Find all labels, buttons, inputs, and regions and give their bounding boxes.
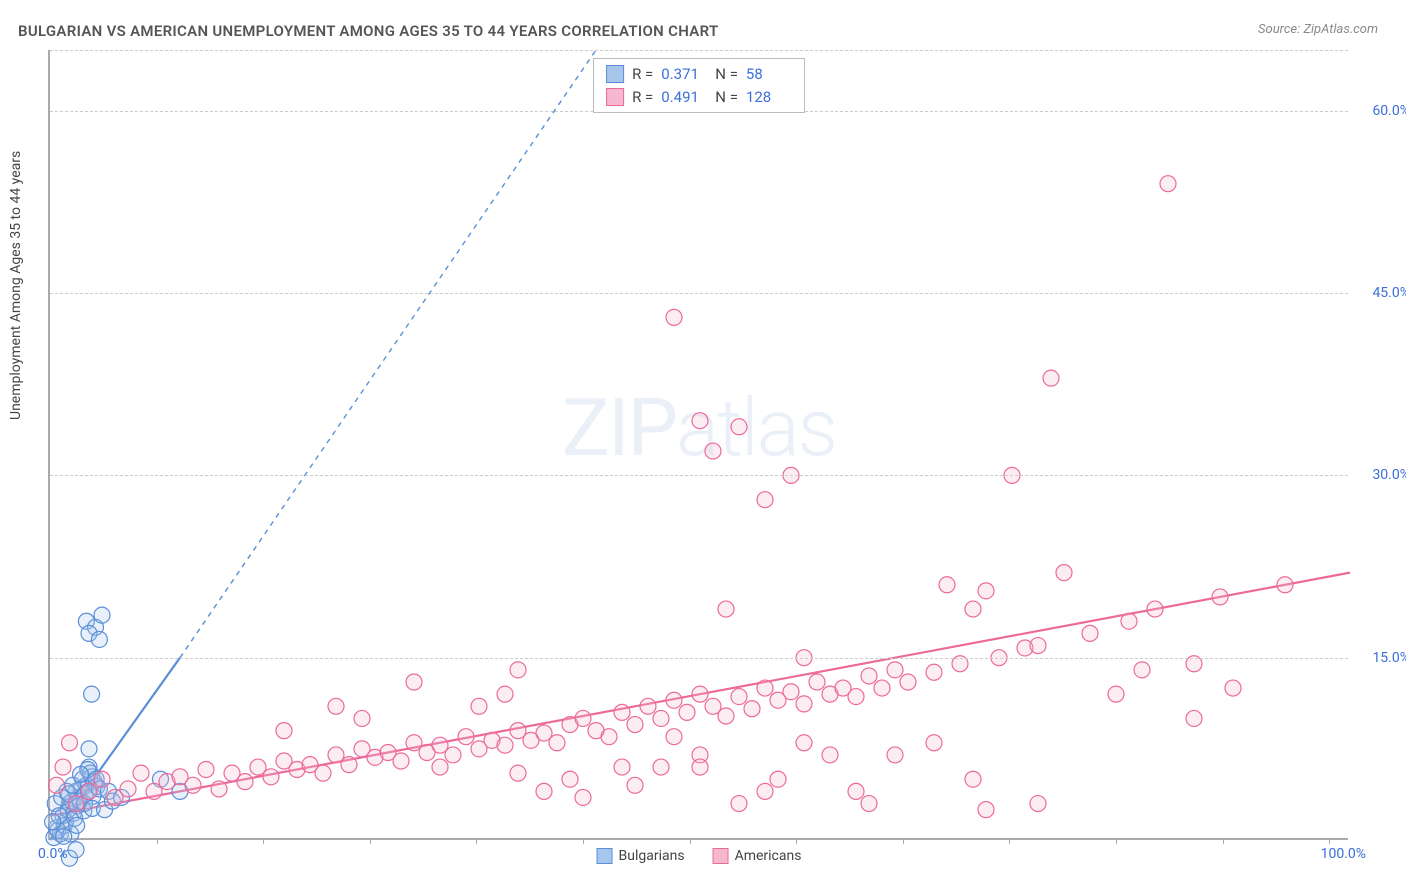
n-value-1: 128 <box>746 86 792 109</box>
r-value-0: 0.371 <box>661 63 707 86</box>
x-tick-mark <box>1009 838 1010 844</box>
x-tick-mark <box>690 838 691 844</box>
x-tick-mark <box>1329 838 1330 844</box>
x-tick-mark <box>1116 838 1117 844</box>
n-label-1: N = <box>715 86 738 109</box>
x-tick-mark <box>263 838 264 844</box>
legend-label-bulgarians: Bulgarians <box>619 848 685 864</box>
y-tick-label: 15.0% <box>1372 650 1406 666</box>
series-legend: Bulgarians Americans <box>597 848 802 864</box>
correlation-legend: R = 0.371 N = 58 R = 0.491 N = 128 <box>593 58 805 113</box>
n-label-0: N = <box>715 63 738 86</box>
x-tick-mark <box>903 838 904 844</box>
legend-item-americans: Americans <box>713 848 802 864</box>
plot-area: ZIPatlas R = 0.371 N = 58 R = 0.491 N = … <box>48 50 1348 840</box>
legend-row-bulgarians: R = 0.371 N = 58 <box>606 63 792 86</box>
y-tick-label: 45.0% <box>1372 285 1406 301</box>
r-label-1: R = <box>632 86 653 109</box>
gridline <box>50 293 1348 294</box>
swatch-americans <box>606 88 624 106</box>
legend-swatch-bulgarians <box>597 848 613 864</box>
x-tick-max: 100.0% <box>1321 846 1366 862</box>
gridline <box>50 658 1348 659</box>
swatch-bulgarians <box>606 65 624 83</box>
r-label-0: R = <box>632 63 653 86</box>
source-name: ZipAtlas.com <box>1303 22 1378 37</box>
x-tick-mark <box>476 838 477 844</box>
x-tick-min: 0.0% <box>38 846 68 862</box>
legend-swatch-americans <box>713 848 729 864</box>
x-tick-mark <box>370 838 371 844</box>
source-prefix: Source: <box>1258 22 1303 37</box>
x-tick-mark <box>583 838 584 844</box>
legend-row-americans: R = 0.491 N = 128 <box>606 86 792 109</box>
n-value-0: 58 <box>746 63 792 86</box>
chart-svg <box>50 50 1348 838</box>
legend-item-bulgarians: Bulgarians <box>597 848 685 864</box>
gridline <box>50 50 1348 51</box>
y-tick-label: 30.0% <box>1372 467 1406 483</box>
r-value-1: 0.491 <box>661 86 707 109</box>
gridline <box>50 475 1348 476</box>
source-attribution: Source: ZipAtlas.com <box>1258 22 1378 37</box>
x-tick-mark <box>157 838 158 844</box>
chart-title: BULGARIAN VS AMERICAN UNEMPLOYMENT AMONG… <box>18 22 718 40</box>
x-tick-mark <box>796 838 797 844</box>
y-tick-label: 60.0% <box>1372 103 1406 119</box>
x-tick-mark <box>1223 838 1224 844</box>
y-axis-label: Unemployment Among Ages 35 to 44 years <box>8 151 24 420</box>
legend-label-americans: Americans <box>735 848 802 864</box>
